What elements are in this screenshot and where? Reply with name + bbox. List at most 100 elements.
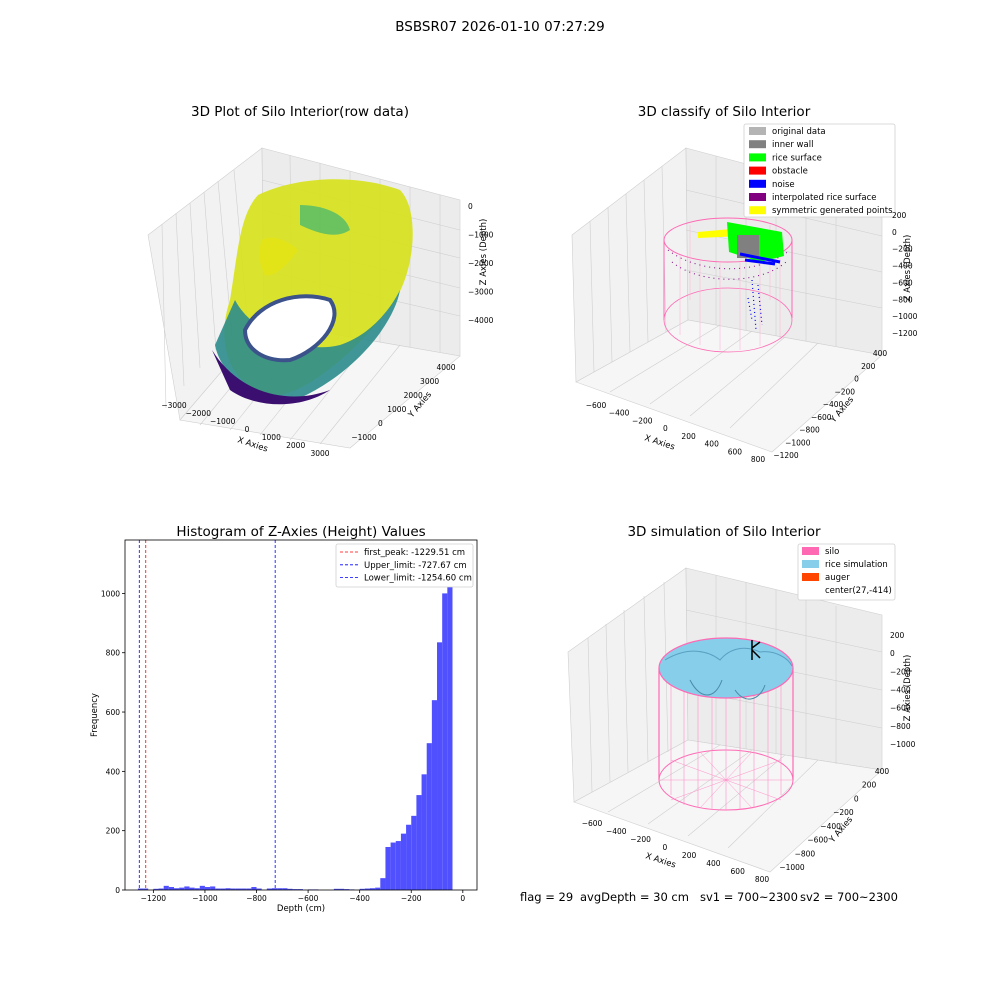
histogram-bar	[359, 888, 365, 890]
raw-y-tick-label: 0	[378, 419, 383, 428]
simulation-y-tick-label: −600	[807, 836, 828, 845]
histogram-bar	[168, 887, 174, 890]
histogram-bar	[210, 886, 216, 890]
simulation-y-tick-label: 400	[875, 767, 890, 776]
simulation-x-tick-label: −600	[582, 819, 603, 828]
histogram-x-tick-label: −1200	[141, 894, 167, 903]
histogram-bar	[385, 846, 391, 890]
classify-x-tick-label: 600	[728, 447, 743, 456]
classify-legend-swatch	[749, 140, 766, 149]
figure-suptitle: BSBSR07 2026-01-10 07:27:29	[395, 19, 604, 35]
simulation-panel-title: 3D simulation of Silo Interior	[627, 524, 821, 540]
raw-y-tick-label: 4000	[436, 363, 455, 372]
histogram-bar	[189, 887, 195, 890]
histogram-bar	[246, 888, 252, 890]
classify-z-ticks: 200 0 −200 −400 −600 −800 −1000 −1200	[892, 211, 918, 338]
histogram-y-tick-label: 400	[106, 767, 121, 776]
histogram-legend-entry: Lower_limit: -1254.60 cm	[364, 574, 472, 584]
simulation-z-tick-label: −200	[890, 667, 911, 676]
classify-z-axis-label: Z Axies (Depth)	[903, 235, 913, 302]
histogram-bar	[395, 841, 401, 890]
histogram-y-tick-label: 600	[106, 708, 121, 717]
histogram-y-tick-label: 0	[115, 886, 120, 895]
classify-point-cloud	[663, 217, 793, 353]
histogram-bar	[406, 824, 412, 890]
histogram-bar	[220, 888, 226, 890]
status-footer: flag = 29 avgDepth = 30 cm sv1 = 700~230…	[520, 890, 898, 904]
raw-x-ticks: −3000−2000−1000 0 1000 2000 3000	[161, 401, 329, 458]
histogram-x-tick-label: −200	[401, 894, 422, 903]
simulation-z-tick-label: −1000	[890, 740, 916, 749]
histogram-bar	[143, 888, 149, 890]
histogram-bars	[137, 557, 453, 890]
classify-y-tick-label: −600	[811, 413, 832, 422]
histogram-bar	[369, 888, 376, 890]
histogram-x-tick-label: −600	[298, 894, 319, 903]
histogram-bar	[411, 815, 417, 890]
footer-sv2: sv2 = 700~2300	[800, 890, 898, 904]
raw-z-ticks: 0 −1000 −2000 −3000 −4000	[468, 202, 494, 325]
panel-histogram: Histogram of Z-Axies (Height) Values −12…	[90, 524, 478, 914]
classify-x-tick-label: −400	[609, 409, 630, 418]
raw-y-tick-label: 2000	[404, 391, 423, 400]
histogram-bar	[277, 888, 283, 890]
classify-z-tick-label: 0	[892, 228, 897, 237]
raw-z-tick-label: −3000	[468, 288, 494, 297]
histogram-y-tick-label: 200	[106, 827, 121, 836]
classify-x-ticks: −600−400−200 0 200 400 600 800	[586, 401, 766, 464]
histogram-x-tick-label: −800	[246, 894, 267, 903]
histogram-bar	[339, 888, 345, 890]
classify-y-tick-label: 200	[861, 362, 876, 371]
simulation-x-tick-label: 200	[682, 851, 697, 860]
simulation-legend-entry: silo	[825, 547, 839, 557]
simulation-y-tick-label: 200	[862, 781, 877, 790]
classify-legend-swatch	[749, 206, 766, 215]
simulation-y-tick-label: −400	[820, 822, 841, 831]
classify-legend-frame	[743, 123, 896, 218]
simulation-x-tick-label: −200	[630, 835, 651, 844]
histogram-legend-entry: first_peak: -1229.51 cm	[364, 548, 465, 558]
histogram-bar	[241, 888, 247, 890]
histogram-title: Histogram of Z-Axies (Height) Values	[176, 524, 425, 540]
histogram-bar	[225, 888, 231, 890]
histogram-bar	[235, 888, 242, 890]
classify-axes-box	[571, 147, 883, 453]
histogram-bar	[215, 888, 221, 890]
histogram-x-tick-label: −1000	[192, 894, 218, 903]
histogram-bar	[364, 888, 370, 890]
histogram-bar	[437, 642, 443, 890]
raw-y-tick-label: 1000	[387, 405, 406, 414]
raw-y-tick-label: −1000	[351, 433, 377, 442]
histogram-bar	[282, 888, 288, 890]
classify-y-tick-label: −800	[799, 426, 820, 435]
classify-x-tick-label: 800	[751, 455, 766, 464]
raw-z-tick-label: −4000	[468, 316, 494, 325]
histogram-bar	[426, 743, 432, 890]
panel-simulation: 3D simulation of Silo Interior silo rice …	[567, 524, 916, 884]
simulation-silo	[658, 637, 794, 811]
histogram-bar	[380, 878, 386, 890]
raw-x-tick-label: 2000	[286, 441, 305, 450]
classify-legend-entry: noise	[772, 180, 795, 190]
classify-legend: original data inner wall rice surface obsta…	[743, 123, 896, 218]
simulation-z-axis-label: Z Axies (Depth)	[903, 655, 913, 722]
histogram-legend-frame	[335, 543, 474, 588]
simulation-x-axis-label: X Axies	[644, 851, 677, 870]
histogram-bar	[421, 774, 427, 890]
classify-panel-title: 3D classify of Silo Interior	[638, 104, 811, 120]
raw-panel-title: 3D Plot of Silo Interior(row data)	[191, 104, 409, 120]
histogram-bar	[333, 888, 340, 890]
simulation-x-tick-label: 0	[663, 843, 668, 852]
histogram-bar	[158, 888, 164, 890]
raw-x-tick-label: −2000	[186, 409, 212, 418]
histogram-bar	[256, 888, 262, 890]
simulation-legend: silo rice simulation auger center(27,-414)	[797, 543, 896, 601]
classify-x-tick-label: −600	[586, 401, 607, 410]
raw-z-tick-label: 0	[468, 202, 473, 211]
histogram-bar	[137, 888, 144, 890]
histogram-legend: first_peak: -1229.51 cm Upper_limit: -727…	[335, 543, 474, 588]
histogram-bar	[174, 888, 180, 890]
classify-z-tick-label: −200	[892, 245, 913, 254]
